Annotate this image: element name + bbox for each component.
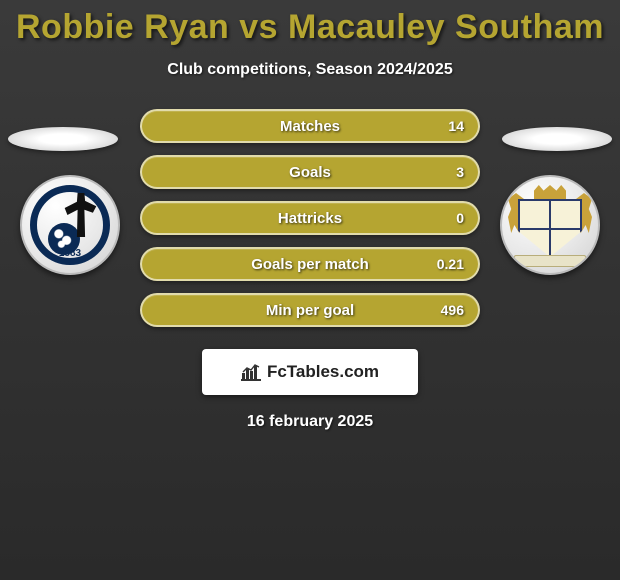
stat-label: Min per goal	[266, 302, 354, 319]
stat-label: Goals	[289, 164, 331, 181]
club-badge-left: 1883	[20, 175, 120, 275]
player-photo-placeholder-right	[502, 127, 612, 151]
bristol-rovers-crest: 1883	[30, 185, 110, 265]
stat-right-value: 14	[448, 118, 464, 134]
stat-right-value: 0	[456, 210, 464, 226]
stockport-county-crest	[510, 185, 590, 265]
footer-date: 16 february 2025	[0, 413, 620, 431]
bar-chart-icon	[241, 363, 261, 381]
crest-year: 1883	[30, 248, 110, 259]
stat-right-value: 3	[456, 164, 464, 180]
watermark-text: FcTables.com	[267, 362, 379, 382]
stat-right-value: 0.21	[437, 256, 464, 272]
stat-row-matches: Matches 14	[140, 109, 480, 143]
player-photo-placeholder-left	[8, 127, 118, 151]
stat-label: Hattricks	[278, 210, 342, 227]
stat-row-hattricks: Hattricks 0	[140, 201, 480, 235]
club-badge-right	[500, 175, 600, 275]
page-title: Robbie Ryan vs Macauley Southam	[0, 0, 620, 47]
stat-row-min-per-goal: Min per goal 496	[140, 293, 480, 327]
stat-right-value: 496	[441, 302, 464, 318]
stat-row-goals-per-match: Goals per match 0.21	[140, 247, 480, 281]
page-subtitle: Club competitions, Season 2024/2025	[0, 61, 620, 79]
stat-label: Goals per match	[251, 256, 369, 273]
watermark: FcTables.com	[202, 349, 418, 395]
stat-label: Matches	[280, 118, 340, 135]
stat-row-goals: Goals 3	[140, 155, 480, 189]
